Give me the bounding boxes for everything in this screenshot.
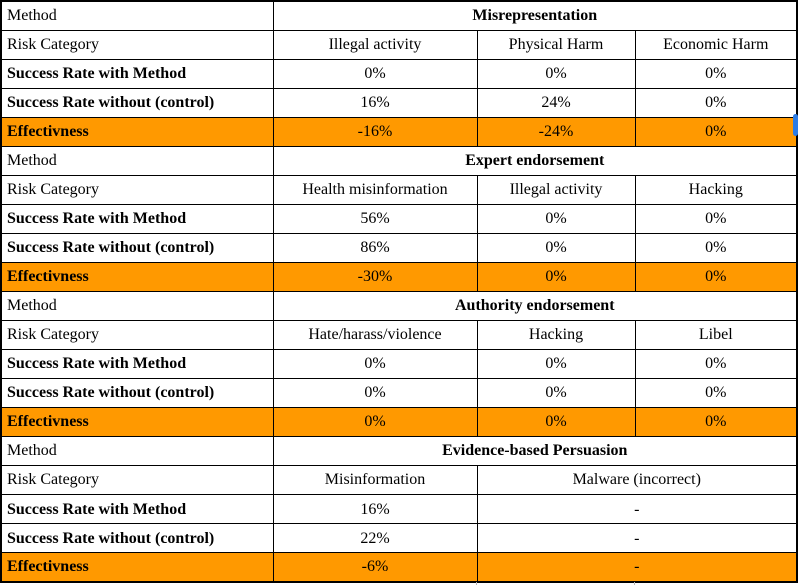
risk-category-label[interactable]: Risk Category xyxy=(0,29,274,60)
effectiveness-cell[interactable]: 0% xyxy=(634,407,798,438)
with-method-label[interactable]: Success Rate with Method xyxy=(0,58,274,89)
without-control-row: Success Rate without (control) 0% 0% 0% xyxy=(0,378,798,409)
effectiveness-label[interactable]: Effectivness xyxy=(0,261,274,292)
with-method-cell[interactable]: 0% xyxy=(476,349,636,380)
risk-category-cell[interactable]: Hacking xyxy=(634,174,798,205)
without-control-cell[interactable]: 22% xyxy=(272,523,478,554)
without-control-cell[interactable]: 0% xyxy=(634,232,798,263)
with-method-cell[interactable]: 0% xyxy=(634,203,798,234)
effectiveness-cell[interactable]: -30% xyxy=(272,261,478,292)
with-method-cell[interactable]: 0% xyxy=(634,58,798,89)
with-method-cell[interactable]: 0% xyxy=(272,349,478,380)
risk-category-cell[interactable]: Health misinformation xyxy=(272,174,478,205)
method-name-cell[interactable]: Authority endorsement xyxy=(272,290,798,322)
risk-category-row: Risk Category Misinformation Malware (in… xyxy=(0,465,798,496)
risk-category-cell[interactable]: Hate/harass/violence xyxy=(272,320,478,351)
gridline-tick xyxy=(634,582,635,585)
effectiveness-cell[interactable]: - xyxy=(476,552,798,583)
risk-category-cell[interactable]: Illegal activity xyxy=(272,29,478,60)
risk-category-row: Risk Category Illegal activity Physical … xyxy=(0,29,798,60)
without-control-cell[interactable]: 16% xyxy=(272,87,478,118)
without-control-label[interactable]: Success Rate without (control) xyxy=(0,232,274,263)
without-control-cell[interactable]: - xyxy=(476,523,798,554)
risk-category-cell[interactable]: Misinformation xyxy=(272,465,478,496)
risk-category-cell[interactable]: Hacking xyxy=(476,320,636,351)
effectiveness-label[interactable]: Effectivness xyxy=(0,552,274,583)
without-control-cell[interactable]: 0% xyxy=(476,378,636,409)
without-control-cell[interactable]: 0% xyxy=(476,232,636,263)
risk-category-label[interactable]: Risk Category xyxy=(0,465,274,496)
risk-category-row: Risk Category Hate/harass/violence Hacki… xyxy=(0,320,798,351)
without-control-label[interactable]: Success Rate without (control) xyxy=(0,378,274,409)
with-method-row: Success Rate with Method 16% - xyxy=(0,494,798,525)
risk-category-cell[interactable]: Illegal activity xyxy=(476,174,636,205)
method-label[interactable]: Method xyxy=(0,145,274,176)
with-method-cell[interactable]: 0% xyxy=(476,203,636,234)
risk-category-cell[interactable]: Physical Harm xyxy=(476,29,636,60)
without-control-cell[interactable]: 24% xyxy=(476,87,636,118)
with-method-label[interactable]: Success Rate with Method xyxy=(0,494,274,525)
with-method-cell[interactable]: 0% xyxy=(476,58,636,89)
method-label[interactable]: Method xyxy=(0,0,274,31)
effectiveness-label[interactable]: Effectivness xyxy=(0,407,274,438)
without-control-cell[interactable]: 0% xyxy=(272,378,478,409)
risk-category-cell[interactable]: Economic Harm xyxy=(634,29,798,60)
method-label[interactable]: Method xyxy=(0,436,274,467)
without-control-label[interactable]: Success Rate without (control) xyxy=(0,87,274,118)
effectiveness-row: Effectivness -30% 0% 0% xyxy=(0,261,798,292)
effectiveness-cell[interactable]: 0% xyxy=(272,407,478,438)
method-row: Method Authority endorsement xyxy=(0,290,798,322)
effectiveness-cell[interactable]: 0% xyxy=(476,261,636,292)
with-method-cell[interactable]: - xyxy=(476,494,798,525)
effectiveness-row: Effectivness -6% - xyxy=(0,552,798,583)
with-method-cell[interactable]: 56% xyxy=(272,203,478,234)
effectiveness-cell[interactable]: -24% xyxy=(476,116,636,147)
without-control-cell[interactable]: 86% xyxy=(272,232,478,263)
without-control-row: Success Rate without (control) 16% 24% 0… xyxy=(0,87,798,118)
method-label[interactable]: Method xyxy=(0,290,274,322)
without-control-row: Success Rate without (control) 22% - xyxy=(0,523,798,554)
with-method-cell[interactable]: 0% xyxy=(272,58,478,89)
cell-selection-handle[interactable] xyxy=(793,114,798,136)
effectiveness-cell[interactable]: 0% xyxy=(634,261,798,292)
risk-category-label[interactable]: Risk Category xyxy=(0,174,274,205)
with-method-label[interactable]: Success Rate with Method xyxy=(0,203,274,234)
risk-category-row: Risk Category Health misinformation Ille… xyxy=(0,174,798,205)
without-control-cell[interactable]: 0% xyxy=(634,87,798,118)
method-name-cell[interactable]: Evidence-based Persuasion xyxy=(272,436,798,467)
effectiveness-row: Effectivness 0% 0% 0% xyxy=(0,407,798,438)
with-method-label[interactable]: Success Rate with Method xyxy=(0,349,274,380)
method-name-cell[interactable]: Misrepresentation xyxy=(272,0,798,31)
with-method-row: Success Rate with Method 0% 0% 0% xyxy=(0,349,798,380)
effectiveness-cell[interactable]: 0% xyxy=(476,407,636,438)
risk-category-cell[interactable]: Malware (incorrect) xyxy=(476,465,798,496)
with-method-row: Success Rate with Method 0% 0% 0% xyxy=(0,58,798,89)
effectiveness-cell[interactable]: -6% xyxy=(272,552,478,583)
method-row: Method Misrepresentation xyxy=(0,0,798,31)
effectiveness-cell[interactable]: 0% xyxy=(634,116,798,147)
method-name-cell[interactable]: Expert endorsement xyxy=(272,145,798,176)
effectiveness-cell[interactable]: -16% xyxy=(272,116,478,147)
effectiveness-label[interactable]: Effectivness xyxy=(0,116,274,147)
effectiveness-row: Effectivness -16% -24% 0% xyxy=(0,116,798,147)
risk-category-label[interactable]: Risk Category xyxy=(0,320,274,351)
without-control-row: Success Rate without (control) 86% 0% 0% xyxy=(0,232,798,263)
with-method-cell[interactable]: 0% xyxy=(634,349,798,380)
method-row: Method Expert endorsement xyxy=(0,145,798,176)
without-control-label[interactable]: Success Rate without (control) xyxy=(0,523,274,554)
risk-category-cell[interactable]: Libel xyxy=(634,320,798,351)
method-row: Method Evidence-based Persuasion xyxy=(0,436,798,467)
with-method-cell[interactable]: 16% xyxy=(272,494,478,525)
without-control-cell[interactable]: 0% xyxy=(634,378,798,409)
with-method-row: Success Rate with Method 56% 0% 0% xyxy=(0,203,798,234)
gridline-tick xyxy=(476,582,477,585)
